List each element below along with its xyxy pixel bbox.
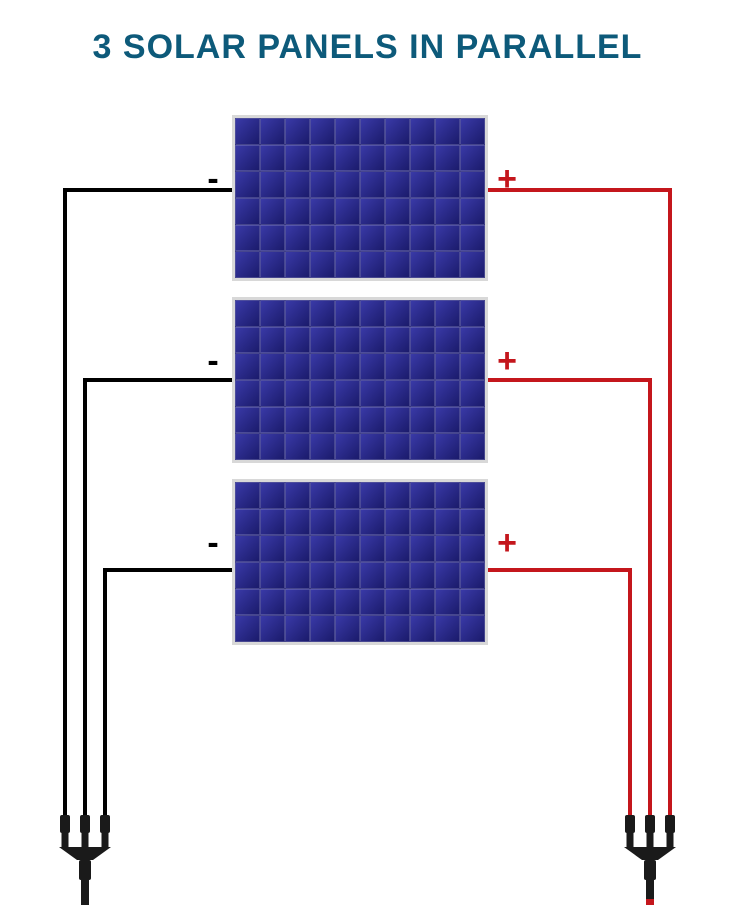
solar-panel-3: [232, 479, 488, 645]
minus-label-3: -: [207, 524, 218, 562]
wiring-diagram: - + - + - +: [0, 0, 735, 919]
branch-connector: [624, 815, 676, 905]
minus-label-1: -: [207, 160, 218, 198]
plus-label-1: +: [497, 160, 517, 198]
solar-panel-1: [232, 115, 488, 281]
solar-panel-2: [232, 297, 488, 463]
branch-connector: [59, 815, 111, 905]
plus-label-3: +: [497, 524, 517, 562]
minus-label-2: -: [207, 342, 218, 380]
plus-label-2: +: [497, 342, 517, 380]
